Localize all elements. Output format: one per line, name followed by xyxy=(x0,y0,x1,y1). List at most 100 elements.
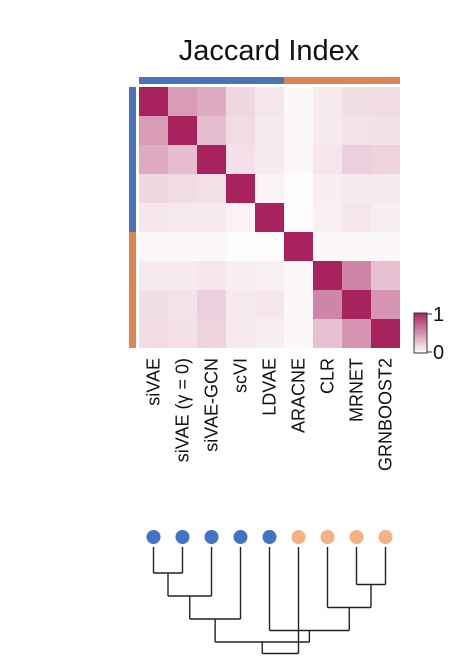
heatmap-cell xyxy=(139,116,168,145)
heatmap-cell xyxy=(139,174,168,203)
top-group-bar xyxy=(139,77,400,84)
method-dot xyxy=(349,530,364,544)
heatmap-cell xyxy=(168,174,197,203)
heatmap-cell xyxy=(284,203,313,232)
heatmap-cell xyxy=(226,203,255,232)
colorbar-min-label: 0 xyxy=(433,342,444,364)
heatmap-cell xyxy=(197,145,226,174)
heatmap-cell xyxy=(139,232,168,261)
heatmap-cell xyxy=(371,87,400,116)
method-group-dots xyxy=(146,530,393,544)
heatmap-cell xyxy=(255,232,284,261)
heatmap-cell xyxy=(313,174,342,203)
heatmap-cell xyxy=(342,87,371,116)
left-group-segment xyxy=(129,145,136,174)
heatmap-cell xyxy=(342,116,371,145)
heatmap-cell xyxy=(313,203,342,232)
heatmap-cell xyxy=(313,232,342,261)
heatmap-cell xyxy=(284,232,313,261)
x-tick-label: siVAE xyxy=(144,358,164,406)
heatmap-cell xyxy=(168,232,197,261)
heatmap-cell xyxy=(371,261,400,290)
heatmap-cell xyxy=(284,174,313,203)
x-tick-label: CLR xyxy=(318,358,338,394)
left-group-segment xyxy=(129,87,136,116)
heatmap-cell xyxy=(197,203,226,232)
x-tick-label: MRNET xyxy=(347,358,367,422)
heatmap-cells xyxy=(139,87,400,348)
top-group-segment xyxy=(313,77,342,84)
top-group-segment xyxy=(371,77,400,84)
heatmap-cell xyxy=(197,319,226,348)
heatmap-cell xyxy=(139,87,168,116)
top-group-segment xyxy=(342,77,371,84)
x-tick-label: GRNBOOST2 xyxy=(376,358,396,471)
heatmap-cell xyxy=(255,203,284,232)
heatmap-cell xyxy=(197,261,226,290)
heatmap-cell xyxy=(313,87,342,116)
heatmap-cell xyxy=(226,261,255,290)
colorbar: 1 0 xyxy=(413,304,444,364)
heatmap-cell xyxy=(313,261,342,290)
method-dot xyxy=(378,530,393,544)
x-tick-label: siVAE (γ = 0) xyxy=(173,358,193,462)
heatmap-cell xyxy=(255,174,284,203)
heatmap-cell xyxy=(197,87,226,116)
heatmap-cell xyxy=(371,290,400,319)
heatmap-cell xyxy=(313,290,342,319)
method-dot xyxy=(291,530,306,544)
heatmap-cell xyxy=(255,319,284,348)
chart-title: Jaccard Index xyxy=(179,35,360,67)
heatmap-cell xyxy=(226,116,255,145)
heatmap-cell xyxy=(226,174,255,203)
heatmap-cell xyxy=(255,87,284,116)
heatmap-cell xyxy=(139,290,168,319)
heatmap-cell xyxy=(371,232,400,261)
heatmap-cell xyxy=(342,145,371,174)
x-tick-label: scVI xyxy=(231,358,251,393)
heatmap-cell xyxy=(371,319,400,348)
left-group-segment xyxy=(129,232,136,261)
heatmap-cell xyxy=(371,145,400,174)
heatmap-cell xyxy=(284,116,313,145)
heatmap-cell xyxy=(168,261,197,290)
heatmap-cell xyxy=(342,319,371,348)
left-group-segment xyxy=(129,174,136,203)
heatmap-cell xyxy=(371,203,400,232)
method-dot xyxy=(320,530,335,544)
top-group-segment xyxy=(255,77,284,84)
heatmap-cell xyxy=(284,87,313,116)
heatmap-cell xyxy=(226,87,255,116)
heatmap-cell xyxy=(139,319,168,348)
heatmap-cell xyxy=(139,261,168,290)
left-group-segment xyxy=(129,319,136,348)
heatmap-cell xyxy=(255,261,284,290)
heatmap-cell xyxy=(284,261,313,290)
heatmap-cell xyxy=(168,145,197,174)
top-group-segment xyxy=(197,77,226,84)
heatmap-cell xyxy=(197,290,226,319)
x-tick-labels: siVAE siVAE (γ = 0) siVAE-GCN scVI LDVAE ARAC… xyxy=(144,358,396,471)
x-tick-label: siVAE-GCN xyxy=(202,358,222,452)
heatmap-cell xyxy=(168,290,197,319)
heatmap-cell xyxy=(371,116,400,145)
heatmap-cell xyxy=(313,319,342,348)
heatmap-cell xyxy=(168,203,197,232)
heatmap-cell xyxy=(342,261,371,290)
left-group-segment xyxy=(129,261,136,290)
heatmap-cell xyxy=(226,290,255,319)
heatmap-cell xyxy=(342,174,371,203)
heatmap-cell xyxy=(313,145,342,174)
left-group-segment xyxy=(129,116,136,145)
method-dot xyxy=(262,530,277,544)
heatmap-cell xyxy=(168,319,197,348)
heatmap-cell xyxy=(342,290,371,319)
top-group-segment xyxy=(168,77,197,84)
left-group-bar xyxy=(129,87,136,348)
heatmap-cell xyxy=(284,290,313,319)
heatmap-cell xyxy=(139,145,168,174)
heatmap-cell xyxy=(226,232,255,261)
method-dot xyxy=(175,530,190,544)
colorbar-max-label: 1 xyxy=(433,304,444,326)
